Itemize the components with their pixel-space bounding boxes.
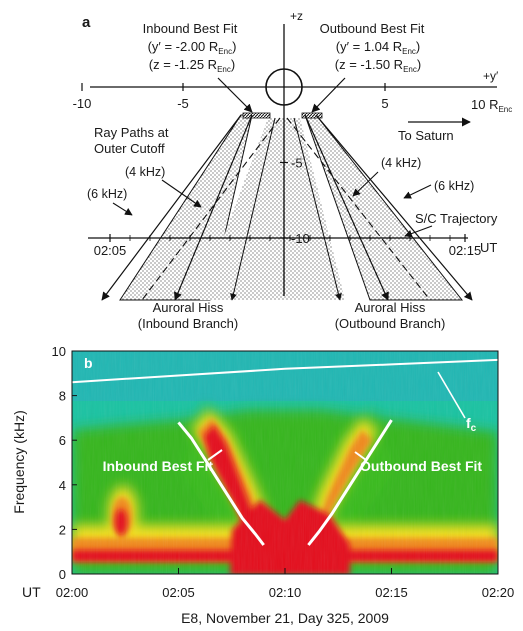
- panel-b-spectrogram: b Inbound Best Fit Outbound Best Fit fc …: [11, 344, 514, 626]
- time-tick-label-b: 02:10: [269, 585, 302, 600]
- time-axis-ticks: 02:05 02:15: [94, 234, 482, 258]
- outbound-pointer: [311, 77, 346, 113]
- y-axis-ticks: -10 -5 5: [73, 83, 389, 111]
- inbound-6khz-label: (6 kHz): [87, 187, 127, 201]
- time-tick-label-b: 02:20: [482, 585, 515, 600]
- z-axis-label: +z: [290, 9, 303, 23]
- inbound-4khz-pointer: [161, 179, 202, 208]
- z-tick-label: -10: [291, 231, 310, 246]
- y-tick-label: -10: [73, 96, 92, 111]
- y-tick-label: -5: [177, 96, 189, 111]
- outbound-fit-curve: [307, 419, 393, 546]
- outbound-6khz-pointer: [403, 184, 432, 199]
- frequency-tick-label: 8: [59, 389, 66, 404]
- y-axis-label: +y′: [483, 69, 499, 83]
- time-tick-label-b: 02:05: [162, 585, 195, 600]
- inbound-hiss-label-line2: (Inbound Branch): [138, 316, 238, 331]
- outbound-source-region: [301, 112, 323, 119]
- z-tick-label: -5: [291, 156, 303, 171]
- inbound-best-fit-title: Inbound Best Fit: [143, 21, 238, 36]
- outbound-hiss-label-line2: (Outbound Branch): [335, 316, 446, 331]
- inbound-hiss-label-line1: Auroral Hiss: [153, 300, 224, 315]
- outbound-4khz-pointer: [352, 171, 379, 197]
- inbound-z-value: (z = -1.25 REnc): [149, 57, 235, 74]
- inbound-source-region: [242, 112, 271, 119]
- time-axis-unit: UT: [480, 240, 497, 255]
- spectrogram-image: [72, 351, 498, 574]
- panel-a-label: a: [82, 14, 91, 31]
- inbound-6khz-pointer: [112, 202, 133, 216]
- inbound-6khz-ray: [101, 114, 242, 301]
- trajectory-label: S/C Trajectory: [415, 211, 498, 226]
- ray-paths-label-line2: Outer Cutoff: [94, 141, 165, 156]
- fc-label: fc: [466, 415, 477, 434]
- outbound-4khz-ray: [304, 114, 389, 301]
- frequency-tick-label: 2: [59, 522, 66, 537]
- outbound-4khz-label: (4 kHz): [381, 156, 421, 170]
- inbound-y-value: (y′ = -2.00 REnc): [148, 39, 237, 56]
- inbound-4khz-label: (4 kHz): [125, 165, 165, 179]
- frequency-tick-label: 4: [59, 478, 66, 493]
- trajectory-inbound-dashed: [141, 117, 281, 301]
- inner-ray-left: [230, 117, 276, 301]
- frequency-axis-ticks: 0 2 4 6 8 10: [52, 344, 77, 582]
- outbound-best-fit-label: Outbound Best Fit: [360, 458, 482, 474]
- time-axis-ticks-b: 02:00 02:05 02:10 02:15 02:20: [56, 568, 515, 600]
- outbound-best-fit-title: Outbound Best Fit: [320, 21, 425, 36]
- time-tick-label: 02:05: [94, 243, 127, 258]
- ray-paths-label-line1: Ray Paths at: [94, 125, 169, 140]
- outbound-y-value: (y′ = 1.04 REnc): [336, 39, 421, 56]
- fc-label-pointer: [437, 371, 466, 419]
- time-tick-label-b: 02:15: [375, 585, 408, 600]
- trajectory-pointer: [404, 225, 433, 238]
- time-tick-label-b: 02:00: [56, 585, 89, 600]
- ut-label-b: UT: [22, 584, 41, 600]
- unit-label: 10 REnc: [471, 97, 512, 114]
- fc-curve: [71, 358, 499, 384]
- enceladus-circle: [265, 68, 303, 106]
- inbound-4khz-ray: [174, 114, 253, 301]
- outbound-6khz-label: (6 kHz): [434, 179, 474, 193]
- y-tick-label: 5: [381, 96, 388, 111]
- inbound-pointer: [217, 77, 253, 113]
- spectrogram-overlays: [71, 358, 499, 546]
- outbound-label-pointer: [354, 451, 367, 461]
- panel-b-label: b: [84, 355, 93, 371]
- outbound-6khz-ray: [315, 114, 473, 301]
- inbound-fit-curve: [177, 421, 265, 546]
- time-tick-label: 02:15: [449, 243, 482, 258]
- outbound-z-value: (z = -1.50 REnc): [335, 57, 421, 74]
- outbound-hiss-label-line1: Auroral Hiss: [355, 300, 426, 315]
- inbound-best-fit-label: Inbound Best Fit: [103, 458, 214, 474]
- frequency-tick-label: 10: [52, 344, 66, 359]
- spectrogram-xlabel: E8, November 21, Day 325, 2009: [181, 610, 389, 626]
- trajectory-outbound-dashed: [286, 117, 431, 301]
- frequency-tick-label: 6: [59, 433, 66, 448]
- frequency-tick-label: 0: [59, 567, 66, 582]
- z-axis-ticks: -5 -10: [280, 156, 310, 246]
- to-saturn-label: To Saturn: [398, 128, 454, 143]
- inner-ray-fan: [200, 118, 345, 300]
- panel-a-diagram: a +z +y′ -10 -5 5 -5 -10 02:05 02:15 10 REnc…: [73, 9, 513, 331]
- inbound-label-pointer: [207, 449, 223, 461]
- frequency-axis-label: Frequency (kHz): [11, 410, 27, 513]
- inner-ray-right: [293, 117, 342, 301]
